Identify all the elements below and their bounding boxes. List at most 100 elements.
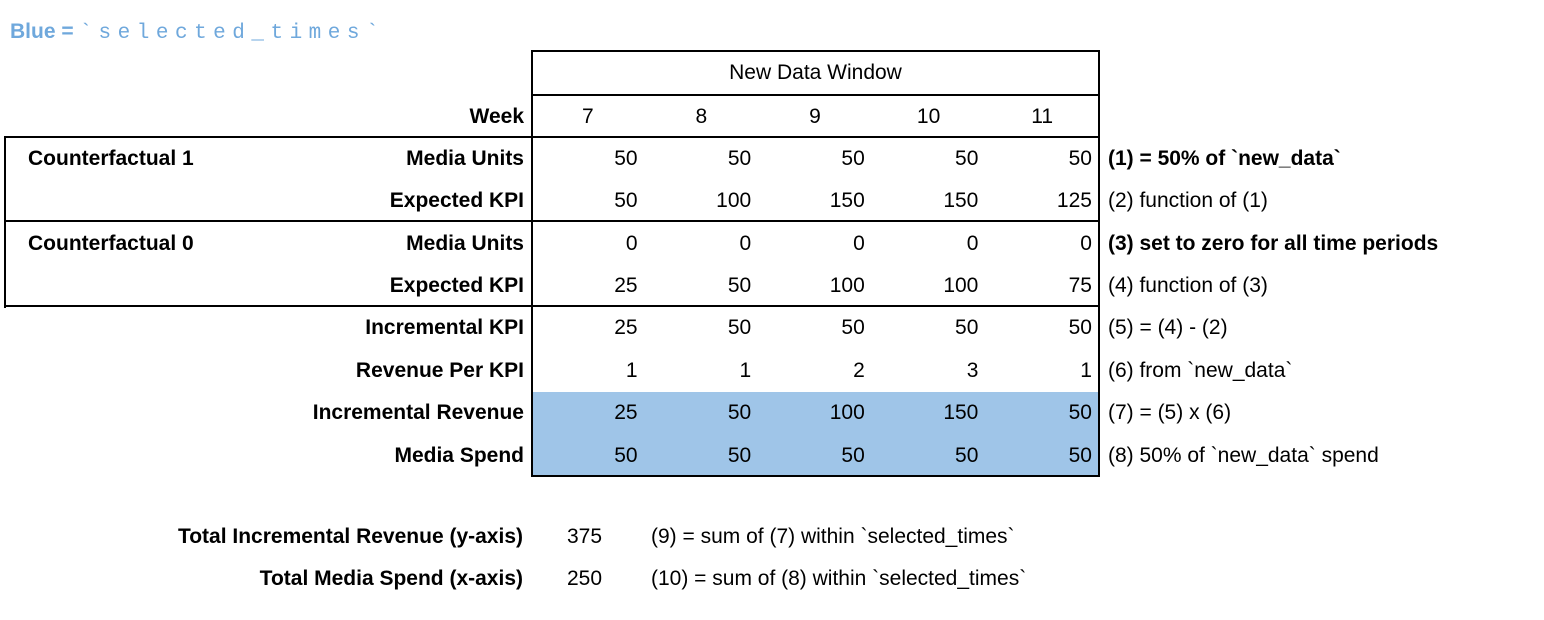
cell-value: 50: [985, 392, 1099, 435]
counterfactual0-box-bottom-border: [4, 305, 1100, 307]
row-label-cell: Expected KPI: [0, 180, 531, 222]
cell-value: 50: [985, 434, 1099, 477]
row-label: Revenue Per KPI: [355, 358, 524, 382]
table-row: Counterfactual 0 Media Units 0 0 0 0 0 (3) set …: [0, 222, 1544, 264]
cell-value: 100: [716, 189, 752, 213]
title-code-selected-times: `selected_times`: [79, 22, 386, 45]
week-row-spacer: [1099, 95, 1544, 138]
total-row: Total Incremental Revenue (y-axis) 375 (9)…: [0, 516, 1544, 558]
row-note: (5) = (4) - (2): [1107, 316, 1228, 340]
row-label-cell: Expected KPI: [0, 265, 531, 307]
row-label: Incremental KPI: [365, 316, 524, 340]
row-label-cell: Revenue Per KPI: [0, 350, 531, 392]
cell-value: 50: [727, 273, 752, 297]
row-note: (7) = (5) x (6): [1107, 401, 1232, 425]
row-label: Expected KPI: [389, 189, 524, 213]
row-label: Expected KPI: [389, 273, 524, 297]
page-title: Blue = `selected_times`: [10, 20, 385, 45]
row-label-cell: Media Spend: [0, 434, 531, 476]
table-border-right-of-data: [1098, 94, 1100, 477]
cell-value: 50: [1068, 146, 1092, 170]
cell-value: 125: [1056, 189, 1092, 213]
table-row: Expected KPI 50 100 150 150 125 (2) function o…: [0, 180, 1544, 222]
cell-value: 50: [955, 316, 979, 340]
cell-value: 2: [853, 358, 865, 382]
total-note: (9) = sum of (7) within `selected_times`: [651, 525, 1015, 548]
cell-value: 50: [727, 146, 752, 170]
row-label-cell: Counterfactual 1 Media Units: [0, 138, 531, 180]
week-label: Week: [469, 104, 524, 128]
table-row: Incremental KPI 25 50 50 50 50 (5) = (4) - (2): [0, 307, 1544, 349]
cell-value: 25: [614, 273, 638, 297]
new-data-window-header: New Data Window: [531, 50, 1100, 96]
total-value: 250: [567, 567, 603, 590]
cell-value: 0: [625, 231, 638, 255]
row-label-cell: Counterfactual 0 Media Units: [0, 222, 531, 264]
week-number: 7: [581, 104, 594, 128]
row-note: (3) set to zero for all time periods: [1107, 231, 1439, 255]
cell-value: 3: [966, 358, 979, 382]
table-bottom-border: [531, 475, 1100, 477]
table-row: Media Spend 50 50 50 50 50 (8) 50% of `new_dat…: [0, 434, 1544, 477]
row-label: Incremental Revenue: [312, 401, 524, 425]
cell-value: 75: [1068, 273, 1092, 297]
row-note: (6) from `new_data`: [1107, 358, 1293, 382]
total-value: 375: [567, 525, 603, 548]
cell-value: 50: [644, 434, 759, 477]
cell-value: 150: [943, 189, 979, 213]
total-note: (10) = sum of (8) within `selected_times…: [651, 567, 1027, 590]
cell-value: 1: [625, 358, 638, 382]
row-label: Media Spend: [394, 443, 524, 467]
cell-value: 0: [739, 231, 752, 255]
title-label: Blue =: [10, 20, 80, 43]
table-row: Incremental Revenue 25 50 100 150 50 (7) = (5)…: [0, 392, 1544, 435]
cell-value: 50: [1068, 316, 1092, 340]
week-number: 10: [916, 104, 941, 128]
counterfactual-divider-border: [4, 220, 1100, 222]
cell-value: 1: [739, 358, 752, 382]
row-note: (1) = 50% of `new_data`: [1107, 146, 1341, 170]
row-label-cell: Incremental Revenue: [0, 392, 531, 434]
total-label: Total Incremental Revenue (y-axis): [177, 525, 523, 548]
table-row: Revenue Per KPI 1 1 2 3 1 (6) from `new_data`: [0, 350, 1544, 392]
row-note: (4) function of (3): [1107, 273, 1268, 297]
cell-value: 100: [943, 273, 979, 297]
counterfactual1-box-top-border: [4, 136, 1100, 138]
cell-value: 100: [758, 392, 872, 435]
cell-value: 50: [758, 434, 872, 477]
cell-value: 50: [614, 189, 638, 213]
week-number: 8: [695, 104, 708, 128]
week-label-cell: Week: [0, 95, 531, 138]
row-note: (8) 50% of `new_data` spend: [1107, 443, 1379, 467]
counterfactual-box-left-border: [4, 136, 6, 308]
new-data-window-label: New Data Window: [729, 61, 902, 84]
total-row: Total Media Spend (x-axis) 250 (10) = sum …: [0, 558, 1544, 600]
table-border-left-of-data: [531, 94, 533, 477]
cell-value: 150: [871, 392, 986, 435]
row-label: Media Units: [406, 231, 524, 255]
week-number: 11: [1031, 104, 1054, 128]
cell-value: 50: [727, 316, 752, 340]
group-label: Counterfactual 1: [28, 146, 194, 170]
cell-value: 0: [1080, 231, 1092, 255]
week-header-row: Week 7 8 9 10 11: [0, 95, 1544, 138]
cell-value: 50: [841, 146, 865, 170]
cell-value: 50: [644, 392, 759, 435]
cell-value: 0: [966, 231, 979, 255]
cell-value: 50: [955, 146, 979, 170]
cell-value: 0: [853, 231, 865, 255]
group-label: Counterfactual 0: [28, 231, 194, 255]
cell-value: 50: [531, 434, 645, 477]
total-label: Total Media Spend (x-axis): [259, 567, 523, 590]
cell-value: 1: [1080, 358, 1092, 382]
cell-value: 25: [531, 392, 645, 435]
cell-value: 150: [829, 189, 865, 213]
cell-value: 25: [614, 316, 638, 340]
cell-value: 50: [841, 316, 865, 340]
cell-value: 50: [614, 146, 638, 170]
table-row: Counterfactual 1 Media Units 50 50 50 50 50 (1)…: [0, 138, 1544, 180]
row-note: (2) function of (1): [1107, 189, 1268, 213]
row-label: Media Units: [406, 146, 524, 170]
table-row: Expected KPI 25 50 100 100 75 (4) function of …: [0, 265, 1544, 307]
